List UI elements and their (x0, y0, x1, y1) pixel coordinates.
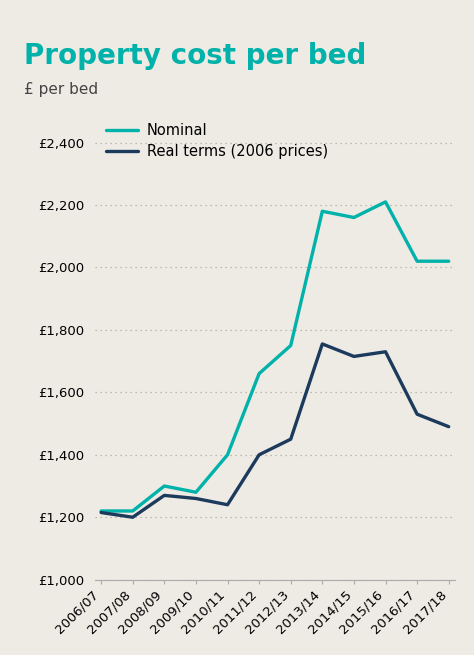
Nominal (288, 342, 293, 350)
Real terms (2006 prices) (383, 348, 388, 356)
Real terms (2006 prices) (288, 436, 293, 443)
Nominal (256, 369, 262, 377)
Nominal (383, 198, 388, 206)
Nominal (225, 451, 230, 458)
Real terms (2006 prices) (446, 422, 452, 430)
Nominal (162, 482, 167, 490)
Legend: Nominal, Real terms (2006 prices): Nominal, Real terms (2006 prices) (106, 123, 328, 159)
Real terms (2006 prices) (414, 410, 420, 418)
Nominal (98, 507, 104, 515)
Real terms (2006 prices) (193, 495, 199, 502)
Real terms (2006 prices) (319, 340, 325, 348)
Nominal (193, 489, 199, 496)
Real terms (2006 prices) (225, 501, 230, 509)
Text: Property cost per bed: Property cost per bed (24, 43, 366, 71)
Nominal (130, 507, 136, 515)
Nominal (319, 208, 325, 215)
Real terms (2006 prices) (130, 514, 136, 521)
Text: £ per bed: £ per bed (24, 83, 98, 98)
Real terms (2006 prices) (98, 509, 104, 517)
Nominal (446, 257, 452, 265)
Nominal (351, 214, 357, 221)
Line: Real terms (2006 prices): Real terms (2006 prices) (101, 344, 449, 517)
Real terms (2006 prices) (351, 352, 357, 360)
Nominal (414, 257, 420, 265)
Real terms (2006 prices) (162, 491, 167, 499)
Line: Nominal: Nominal (101, 202, 449, 511)
Real terms (2006 prices) (256, 451, 262, 458)
